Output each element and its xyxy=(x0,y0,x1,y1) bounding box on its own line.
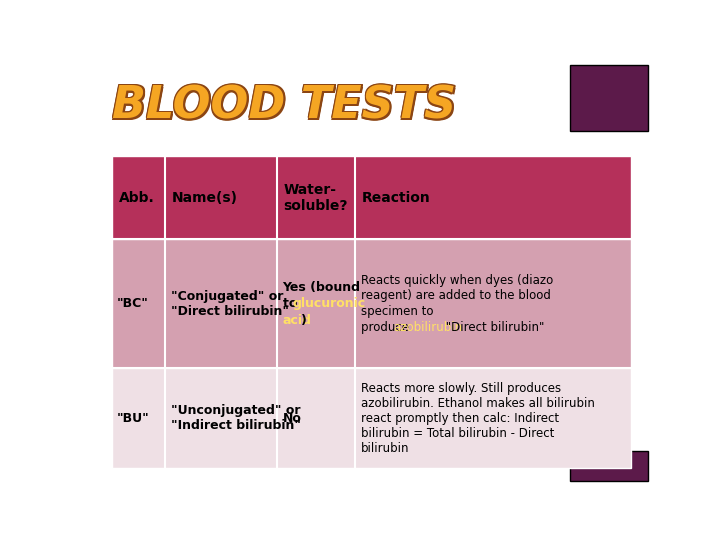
FancyBboxPatch shape xyxy=(112,156,631,239)
Text: BLOOD TESTS: BLOOD TESTS xyxy=(112,86,456,129)
Text: BLOOD TESTS: BLOOD TESTS xyxy=(112,85,456,128)
Text: "Conjugated" or
"Direct bilirubin": "Conjugated" or "Direct bilirubin" xyxy=(171,290,289,318)
Text: azobilirubin. Ethanol makes all bilirubin: azobilirubin. Ethanol makes all bilirubi… xyxy=(361,397,595,410)
Text: BLOOD TESTS: BLOOD TESTS xyxy=(111,86,454,129)
Text: BLOOD TESTS: BLOOD TESTS xyxy=(112,84,456,127)
Text: glucuronic: glucuronic xyxy=(292,298,366,310)
Text: specimen to: specimen to xyxy=(361,305,433,318)
Text: azobilirubin: azobilirubin xyxy=(393,321,462,334)
FancyBboxPatch shape xyxy=(570,65,648,131)
Text: Reacts more slowly. Still produces: Reacts more slowly. Still produces xyxy=(361,382,561,395)
Text: "BU": "BU" xyxy=(117,411,150,425)
Text: bilirubin: bilirubin xyxy=(361,442,409,455)
Text: Yes (bound: Yes (bound xyxy=(282,281,361,294)
Text: bilirubin = Total bilirubin - Direct: bilirubin = Total bilirubin - Direct xyxy=(361,427,554,440)
FancyBboxPatch shape xyxy=(112,368,631,468)
Text: "Direct bilirubin": "Direct bilirubin" xyxy=(441,321,544,334)
Text: ): ) xyxy=(301,314,307,327)
FancyBboxPatch shape xyxy=(112,239,631,368)
Text: Water-
soluble?: Water- soluble? xyxy=(284,183,348,213)
Text: BLOOD TESTS: BLOOD TESTS xyxy=(114,84,458,127)
Text: BLOOD TESTS: BLOOD TESTS xyxy=(111,85,454,128)
Text: Name(s): Name(s) xyxy=(172,191,238,205)
Text: reagent) are added to the blood: reagent) are added to the blood xyxy=(361,289,551,302)
Text: Reacts quickly when dyes (diazo: Reacts quickly when dyes (diazo xyxy=(361,274,553,287)
Text: Reaction: Reaction xyxy=(361,191,431,205)
Text: react promptly then calc: Indirect: react promptly then calc: Indirect xyxy=(361,411,559,425)
Text: produce: produce xyxy=(361,321,413,334)
Text: BLOOD TESTS: BLOOD TESTS xyxy=(111,84,454,127)
Text: acid: acid xyxy=(282,314,311,327)
Text: Abb.: Abb. xyxy=(119,191,155,205)
Text: No: No xyxy=(282,411,302,425)
Text: BLOOD TESTS: BLOOD TESTS xyxy=(114,86,458,129)
Text: "Unconjugated" or
"Indirect bilirubin": "Unconjugated" or "Indirect bilirubin" xyxy=(171,404,301,432)
FancyBboxPatch shape xyxy=(570,451,648,481)
Text: to: to xyxy=(282,298,301,310)
Text: "BC": "BC" xyxy=(117,298,148,310)
Text: BLOOD TESTS: BLOOD TESTS xyxy=(114,85,458,128)
